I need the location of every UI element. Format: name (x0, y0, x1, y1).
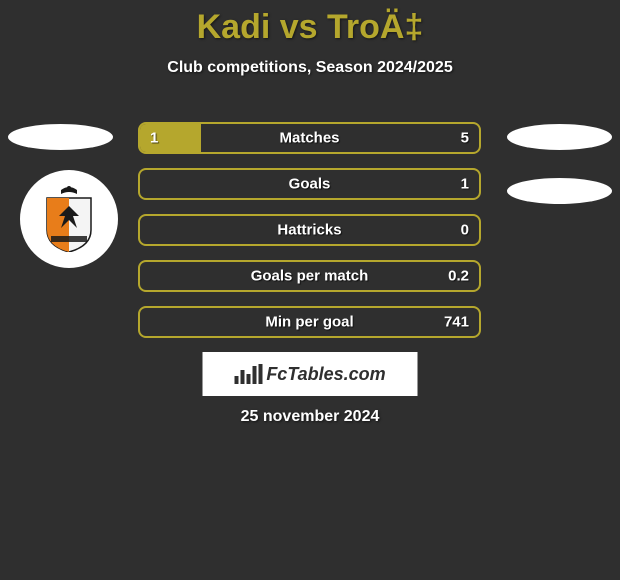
brand-text: FcTables.com (266, 364, 385, 385)
stat-bar: Min per goal741 (138, 306, 481, 338)
right-player-oval-2 (507, 178, 612, 204)
stat-bar: 1Matches5 (138, 122, 481, 154)
stat-label: Matches (140, 130, 479, 147)
team-badge (20, 170, 118, 268)
stat-label: Hattricks (140, 222, 479, 239)
page-title: Kadi vs TroÄ‡ (0, 0, 620, 47)
stat-right-value: 5 (461, 130, 469, 147)
stats-bars: 1Matches5Goals1Hattricks0Goals per match… (138, 122, 481, 352)
stat-bar: Hattricks0 (138, 214, 481, 246)
subtitle: Club competitions, Season 2024/2025 (0, 59, 620, 77)
stat-label: Min per goal (140, 314, 479, 331)
left-player-oval (8, 124, 113, 150)
brand-box: FcTables.com (203, 352, 418, 396)
stat-label: Goals per match (140, 268, 479, 285)
date-text: 25 november 2024 (0, 408, 620, 426)
right-player-oval-1 (507, 124, 612, 150)
stat-right-value: 0 (461, 222, 469, 239)
stat-bar: Goals1 (138, 168, 481, 200)
team-crest-icon (41, 186, 97, 252)
bars-chart-icon (234, 364, 262, 384)
stat-label: Goals (140, 176, 479, 193)
stat-right-value: 1 (461, 176, 469, 193)
stat-right-value: 741 (444, 314, 469, 331)
stat-right-value: 0.2 (448, 268, 469, 285)
stat-bar: Goals per match0.2 (138, 260, 481, 292)
